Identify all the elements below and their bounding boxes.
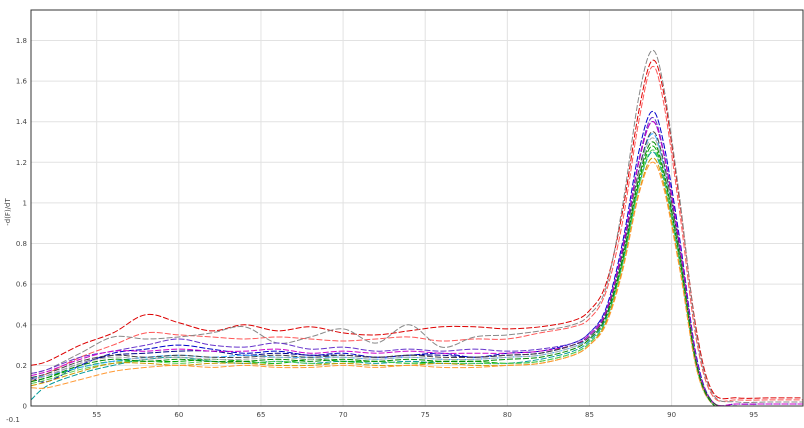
y-tick-label: 0 (23, 403, 27, 411)
series-line (31, 65, 803, 402)
series-line (31, 161, 803, 406)
plot-frame (30, 9, 804, 407)
grid-layer (31, 10, 803, 406)
y-tick-label: 1.2 (16, 159, 27, 167)
y-axis-ticks: 0 0.2 0.4 0.6 0.8 1 1.2 1.4 1.6 1.8 (16, 37, 28, 411)
series-line (31, 121, 803, 406)
series-line (31, 50, 803, 404)
curve-layer (31, 50, 803, 406)
y-tick-label: 1.6 (16, 78, 28, 86)
y-tick-label: 1.8 (16, 37, 27, 45)
x-tick-label: 80 (503, 411, 512, 419)
x-tick-label: 95 (749, 411, 758, 419)
series-line (31, 137, 716, 406)
series-line (31, 151, 717, 406)
series-line (31, 149, 716, 406)
series-line (31, 145, 720, 406)
x-tick-label: 55 (92, 411, 101, 419)
y-tick-label: 0.2 (16, 362, 27, 370)
x-tick-label: 85 (585, 411, 594, 419)
series-line (31, 157, 717, 406)
corner-label: -0.1 (6, 416, 20, 424)
x-tick-label: 65 (256, 411, 265, 419)
x-axis-ticks: 55 60 65 70 75 80 85 90 95 (92, 411, 758, 419)
series-line (31, 117, 803, 406)
x-tick-label: 70 (339, 411, 348, 419)
x-tick-label: 75 (421, 411, 430, 419)
y-tick-label: 0.6 (16, 281, 28, 289)
y-tick-label: 1 (23, 199, 27, 207)
series-line (31, 59, 803, 400)
y-axis-label: -d(F)/dT (4, 198, 12, 226)
y-tick-label: 0.8 (16, 240, 27, 248)
y-tick-label: 0.4 (16, 321, 28, 329)
x-tick-label: 60 (174, 411, 183, 419)
x-tick-label: 90 (667, 411, 676, 419)
series-line (31, 141, 716, 406)
y-tick-label: 1.4 (16, 118, 28, 126)
